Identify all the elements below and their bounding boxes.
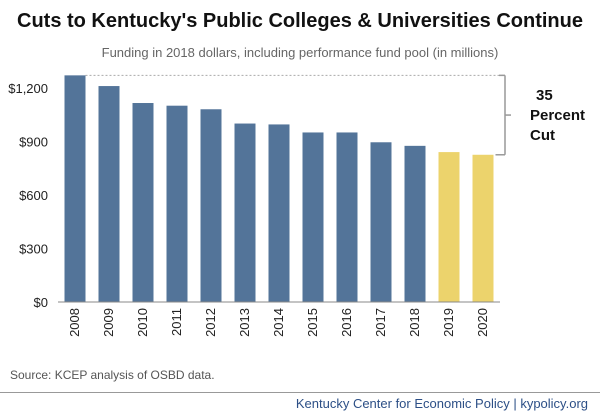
bar-2020 bbox=[472, 154, 494, 302]
y-tick-label: $0 bbox=[34, 295, 48, 310]
bar-2008 bbox=[64, 75, 86, 302]
chart-subtitle: Funding in 2018 dollars, including perfo… bbox=[101, 45, 499, 60]
bar-2019 bbox=[438, 152, 460, 302]
bar-2013 bbox=[234, 123, 256, 303]
x-tick-label: 2008 bbox=[67, 308, 82, 337]
bar-2018 bbox=[404, 145, 426, 302]
x-tick-label: 2019 bbox=[441, 308, 456, 337]
y-tick-label: $300 bbox=[19, 241, 48, 256]
annotation-text: Percent bbox=[530, 107, 585, 124]
bar-2009 bbox=[98, 86, 120, 302]
bar-2011 bbox=[166, 105, 188, 302]
y-tick-label: $900 bbox=[19, 134, 48, 149]
y-tick-label: $1,200 bbox=[8, 81, 48, 96]
x-tick-label: 2009 bbox=[101, 308, 116, 337]
bar-2012 bbox=[200, 109, 222, 302]
x-tick-label: 2011 bbox=[169, 308, 184, 336]
bar-chart: $0 $300 $600 $900 $1,200 2008 2009 2010 2011 2012… bbox=[8, 74, 585, 337]
bar-2015 bbox=[302, 132, 324, 302]
y-tick-label: $600 bbox=[19, 188, 48, 203]
annotation-text: Cut bbox=[530, 127, 555, 144]
x-tick-label: 2020 bbox=[475, 308, 490, 337]
annotation-text: 35 bbox=[536, 87, 553, 104]
source-note: Source: KCEP analysis of OSBD data. bbox=[10, 368, 215, 382]
x-tick-label: 2013 bbox=[237, 308, 252, 337]
footer-divider bbox=[0, 392, 600, 393]
x-tick-label: 2015 bbox=[305, 308, 320, 337]
footer-credit: Kentucky Center for Economic Policy | ky… bbox=[295, 396, 588, 411]
bar-2016 bbox=[336, 132, 358, 302]
bar-2010 bbox=[132, 103, 154, 302]
x-tick-label: 2017 bbox=[373, 308, 388, 337]
bar-2014 bbox=[268, 124, 290, 302]
x-tick-label: 2018 bbox=[407, 308, 422, 337]
x-tick-label: 2016 bbox=[339, 308, 354, 337]
bar-2017 bbox=[370, 142, 392, 302]
x-tick-label: 2010 bbox=[135, 308, 150, 337]
x-tick-label: 2014 bbox=[271, 308, 286, 337]
x-tick-label: 2012 bbox=[203, 308, 218, 337]
chart-title: Cuts to Kentucky's Public Colleges & Uni… bbox=[17, 10, 583, 32]
